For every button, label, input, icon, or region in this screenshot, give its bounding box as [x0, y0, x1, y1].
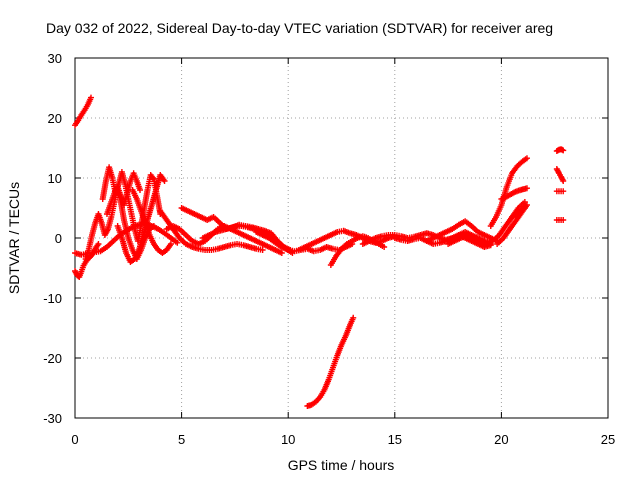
y-tick-labels: -30 -20 -10 0 10 20 30: [43, 51, 62, 426]
x-tick-label: 0: [71, 432, 78, 447]
data-point-marker: [137, 187, 144, 193]
y-tick-label: 30: [48, 51, 62, 66]
x-tick-labels: 0 5 10 15 20 25: [71, 432, 615, 447]
data-point-marker: [87, 94, 94, 101]
data-point-marker: [174, 239, 181, 246]
data-point-marker: [161, 178, 168, 184]
x-tick-label: 10: [281, 432, 295, 447]
data-point-marker: [259, 247, 266, 253]
data-point-marker: [350, 314, 357, 321]
x-tick-label: 5: [178, 432, 185, 447]
plot-frame: [74, 57, 609, 419]
chart-title: Day 032 of 2022, Sidereal Day-to-day VTE…: [46, 20, 553, 36]
y-tick-label: 10: [48, 171, 62, 186]
data-point-marker: [523, 155, 530, 162]
y-tick-label: -30: [43, 411, 62, 426]
data-point-marker: [560, 217, 567, 223]
data-point-marker: [560, 188, 567, 195]
data-point-marker: [150, 223, 157, 229]
data-point-marker: [167, 241, 174, 247]
y-tick-label: 20: [48, 111, 62, 126]
data-point-marker: [560, 178, 567, 184]
y-tick-label: -20: [43, 351, 62, 366]
y-axis-label: SDTVAR / TECUs: [6, 182, 22, 294]
x-axis-label: GPS time / hours: [288, 457, 395, 473]
data-points: [72, 94, 567, 409]
data-point-marker: [95, 241, 102, 247]
data-point-marker: [381, 244, 388, 250]
y-tick-label: 0: [55, 231, 62, 246]
x-tick-label: 15: [388, 432, 402, 447]
x-tick-label: 20: [494, 432, 508, 447]
y-tick-label: -10: [43, 291, 62, 306]
data-point-marker: [560, 147, 567, 154]
data-point-marker: [278, 250, 285, 256]
x-tick-label: 25: [601, 432, 615, 447]
data-point-marker: [523, 202, 530, 208]
data-point-marker: [523, 185, 530, 192]
